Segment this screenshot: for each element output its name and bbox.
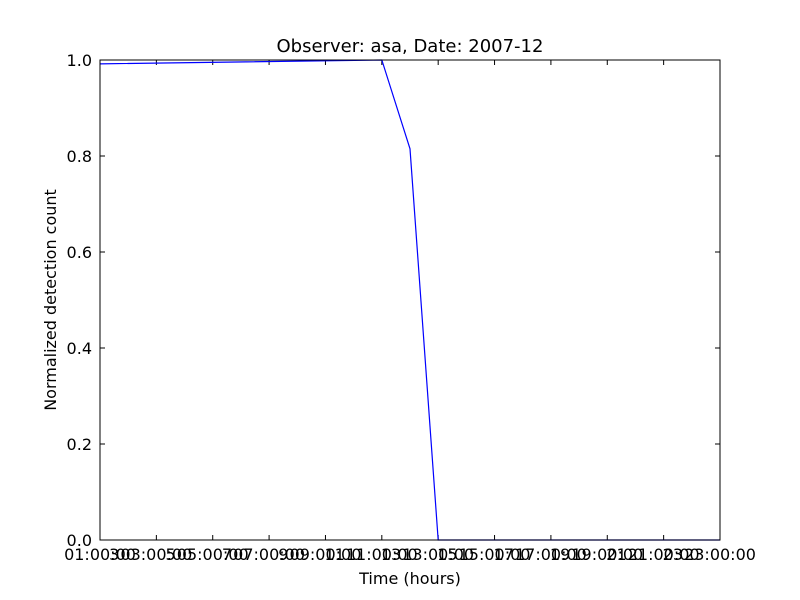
x-tick-overlap-label: 23 bbox=[663, 545, 683, 564]
plot-frame bbox=[99, 59, 721, 541]
x-tick-label: 15:00:00 bbox=[459, 545, 531, 564]
x-tick-label: 05:00:00 bbox=[177, 545, 249, 564]
x-tick-label: 17:00:00 bbox=[515, 545, 587, 564]
x-tick-overlap-label: 13 bbox=[381, 545, 401, 564]
x-tick-label: 23:00:00 bbox=[684, 545, 756, 564]
y-axis-label: Normalized detection count bbox=[41, 189, 60, 411]
x-tick-overlap-label: 21 bbox=[606, 545, 626, 564]
x-tick-label: 03:00:00 bbox=[120, 545, 192, 564]
x-tick-label: 09:00:00 bbox=[290, 545, 362, 564]
y-tick-label: 0.0 bbox=[67, 531, 92, 550]
x-tick-label: 07:00:00 bbox=[233, 545, 305, 564]
x-tick-label: 11:00:00 bbox=[346, 545, 418, 564]
x-tick-overlap-label: 9 bbox=[278, 545, 288, 564]
series-line bbox=[99, 59, 720, 541]
y-tick-label: 0.6 bbox=[67, 243, 92, 262]
y-tick-label: 0.8 bbox=[67, 147, 92, 166]
x-tick-label: 21:00:00 bbox=[628, 545, 700, 564]
x-tick-overlap-label: 17 bbox=[494, 545, 514, 564]
x-tick-label: 01:00:00 bbox=[64, 545, 136, 564]
x-tick-overlap-label: 11 bbox=[324, 545, 344, 564]
x-tick-overlap-label: 19 bbox=[550, 545, 570, 564]
x-tick-label: 13:00:00 bbox=[402, 545, 474, 564]
x-axis-label: Time (hours) bbox=[358, 569, 461, 588]
y-tick-label: 0.4 bbox=[67, 339, 92, 358]
y-tick-label: 1.0 bbox=[67, 51, 92, 70]
y-tick-label: 0.2 bbox=[67, 435, 92, 454]
x-tick-overlap-label: 15 bbox=[437, 545, 457, 564]
chart-title: Observer: asa, Date: 2007-12 bbox=[277, 36, 544, 57]
x-tick-overlap-label: 5 bbox=[166, 545, 176, 564]
x-tick-overlap-label: 3 bbox=[109, 545, 119, 564]
x-tick-overlap-label: 7 bbox=[222, 545, 232, 564]
x-tick-label: 19:00:00 bbox=[571, 545, 643, 564]
